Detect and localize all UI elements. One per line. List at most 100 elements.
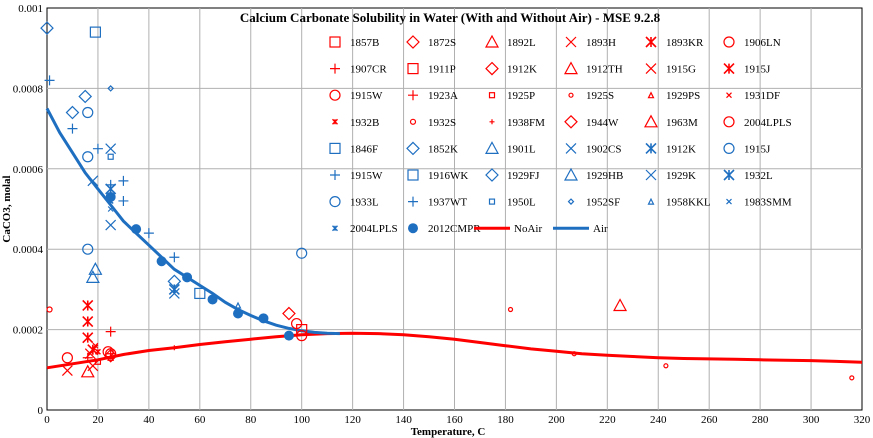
data-point-1912th <box>80 364 95 378</box>
y-tick-label: 0.0004 <box>13 244 44 256</box>
data-point-1929k <box>87 175 99 187</box>
legend-label: 1925P <box>507 90 535 102</box>
data-point-2012cmpr <box>182 272 193 283</box>
legend-label: 1925S <box>586 90 614 102</box>
x-tick-label: 240 <box>650 414 667 426</box>
legend-label: Air <box>593 223 608 235</box>
legend-item-1952sf: 1952SF <box>567 197 620 209</box>
data-point-1929hb <box>85 270 100 283</box>
data-point-2012cmpr <box>105 191 116 202</box>
legend-label: 1929PS <box>666 90 700 102</box>
legend-label: 1912TH <box>586 64 623 76</box>
legend-item-1912th: 1912TH <box>563 61 623 76</box>
data-point-1944w <box>103 348 118 363</box>
data-point-2004lpls <box>296 330 308 342</box>
legend-item-1932s: 1932S <box>409 117 456 129</box>
legend-item-1916wk: 1916WK <box>407 169 468 182</box>
x-tick-label: 180 <box>497 414 514 426</box>
data-points <box>40 21 855 381</box>
legend-label: 1932B <box>350 117 379 129</box>
data-point-1938fm <box>171 345 177 351</box>
x-tick-label: 0 <box>44 414 50 426</box>
legend-label: 1915J <box>744 64 771 76</box>
data-point-1915w <box>67 123 78 134</box>
x-axis-label: Temperature, C <box>411 426 486 438</box>
legend-label: 1907CR <box>350 64 387 76</box>
data-point-1846f <box>89 26 101 38</box>
legend-item-1912k: 1912K <box>645 142 696 155</box>
legend-item-1915w: 1915W <box>329 89 383 102</box>
line-air <box>45 107 340 336</box>
x-tick-label: 200 <box>548 414 565 426</box>
data-point-1902cs <box>105 219 117 231</box>
data-point-1902cs <box>105 143 117 155</box>
y-axis-ticks: 0 0.0002 0.0004 0.0006 0.0008 0.001 <box>13 3 44 417</box>
legend-label: 1929HB <box>586 170 623 182</box>
legend-label: 1915W <box>350 170 383 182</box>
legend-label: 1901L <box>507 143 536 155</box>
legend-item-1901l: 1901L <box>484 141 536 155</box>
data-point-1952sf <box>107 85 115 92</box>
legend-label: 1944W <box>586 117 619 129</box>
y-tick-label: 0.001 <box>18 3 43 15</box>
legend-item-1872s: 1872S <box>406 35 456 49</box>
data-point-1915w <box>143 228 154 239</box>
legend-label: 2004LPLS <box>350 223 398 235</box>
data-point-1916wk <box>194 287 206 300</box>
data-point-1852k <box>40 21 54 35</box>
legend-label: 1931DF <box>744 90 780 102</box>
legend-label: 2004LPLS <box>744 117 792 129</box>
data-point-1958kkl <box>234 301 242 309</box>
legend-label: 1963M <box>666 117 698 129</box>
x-tick-label: 280 <box>752 414 769 426</box>
legend-item-1893h: 1893H <box>565 36 616 49</box>
legend-item-1925p: 1925P <box>488 90 535 102</box>
data-point-1915w <box>118 175 129 186</box>
legend-label: 1938FM <box>507 117 545 129</box>
x-tick-label: 40 <box>143 414 155 426</box>
y-axis-label: CaCO3, molal <box>1 175 13 242</box>
x-tick-label: 120 <box>344 414 361 426</box>
legend-item-1929k: 1929K <box>645 169 696 182</box>
legend-label: 1932L <box>744 170 773 182</box>
y-tick-label: 0.0008 <box>13 83 44 95</box>
data-point-1925s <box>849 375 855 381</box>
legend-label: 1893KR <box>666 37 704 49</box>
data-point-1893kr <box>82 332 94 344</box>
legend-label: 1952SF <box>586 197 620 209</box>
legend-item-1923a: 1923A <box>408 90 458 102</box>
legend-label: 1893H <box>586 37 616 49</box>
data-point-1915w <box>92 143 103 154</box>
legend-label: NoAir <box>514 223 542 235</box>
data-point-1915j <box>82 106 94 119</box>
x-tick-label: 100 <box>293 414 310 426</box>
legend-item-1902cs: 1902CS <box>565 142 621 155</box>
legend-item-1893kr: 1893KR <box>645 36 704 49</box>
legend-item-1938fm: 1938FM <box>489 117 545 129</box>
legend-label: 1906LN <box>744 37 781 49</box>
legend-item-1915j: 1915J <box>723 63 771 76</box>
legend-item-1912k: 1912K <box>485 61 537 76</box>
legend-item-1929hb: 1929HB <box>563 167 623 182</box>
legend-label: 1983SMM <box>744 197 792 209</box>
legend-item-1929ps: 1929PS <box>647 90 700 102</box>
data-point-1925s <box>571 351 577 357</box>
data-point-2012cmpr <box>258 313 269 324</box>
line-noair <box>46 331 863 370</box>
legend-label: 1902CS <box>586 143 621 155</box>
legend-label: 1852K <box>428 143 458 155</box>
x-tick-label: 20 <box>92 414 104 426</box>
data-point-1892l <box>613 298 628 312</box>
legend-item-noair: NoAir <box>474 223 542 235</box>
legend-label: 1915W <box>350 90 383 102</box>
legend-label: 1950L <box>507 197 536 209</box>
legend-label: 1915J <box>744 143 771 155</box>
data-point-1915j <box>82 243 94 255</box>
legend-label: 1958KKL <box>666 197 711 209</box>
legend-item-1937wt: 1937WT <box>408 196 467 209</box>
legend-item-1857b: 1857B <box>329 36 379 49</box>
legend-item-1915w: 1915W <box>330 170 383 182</box>
data-point-1937wt <box>105 179 116 190</box>
x-tick-label: 300 <box>803 414 820 426</box>
